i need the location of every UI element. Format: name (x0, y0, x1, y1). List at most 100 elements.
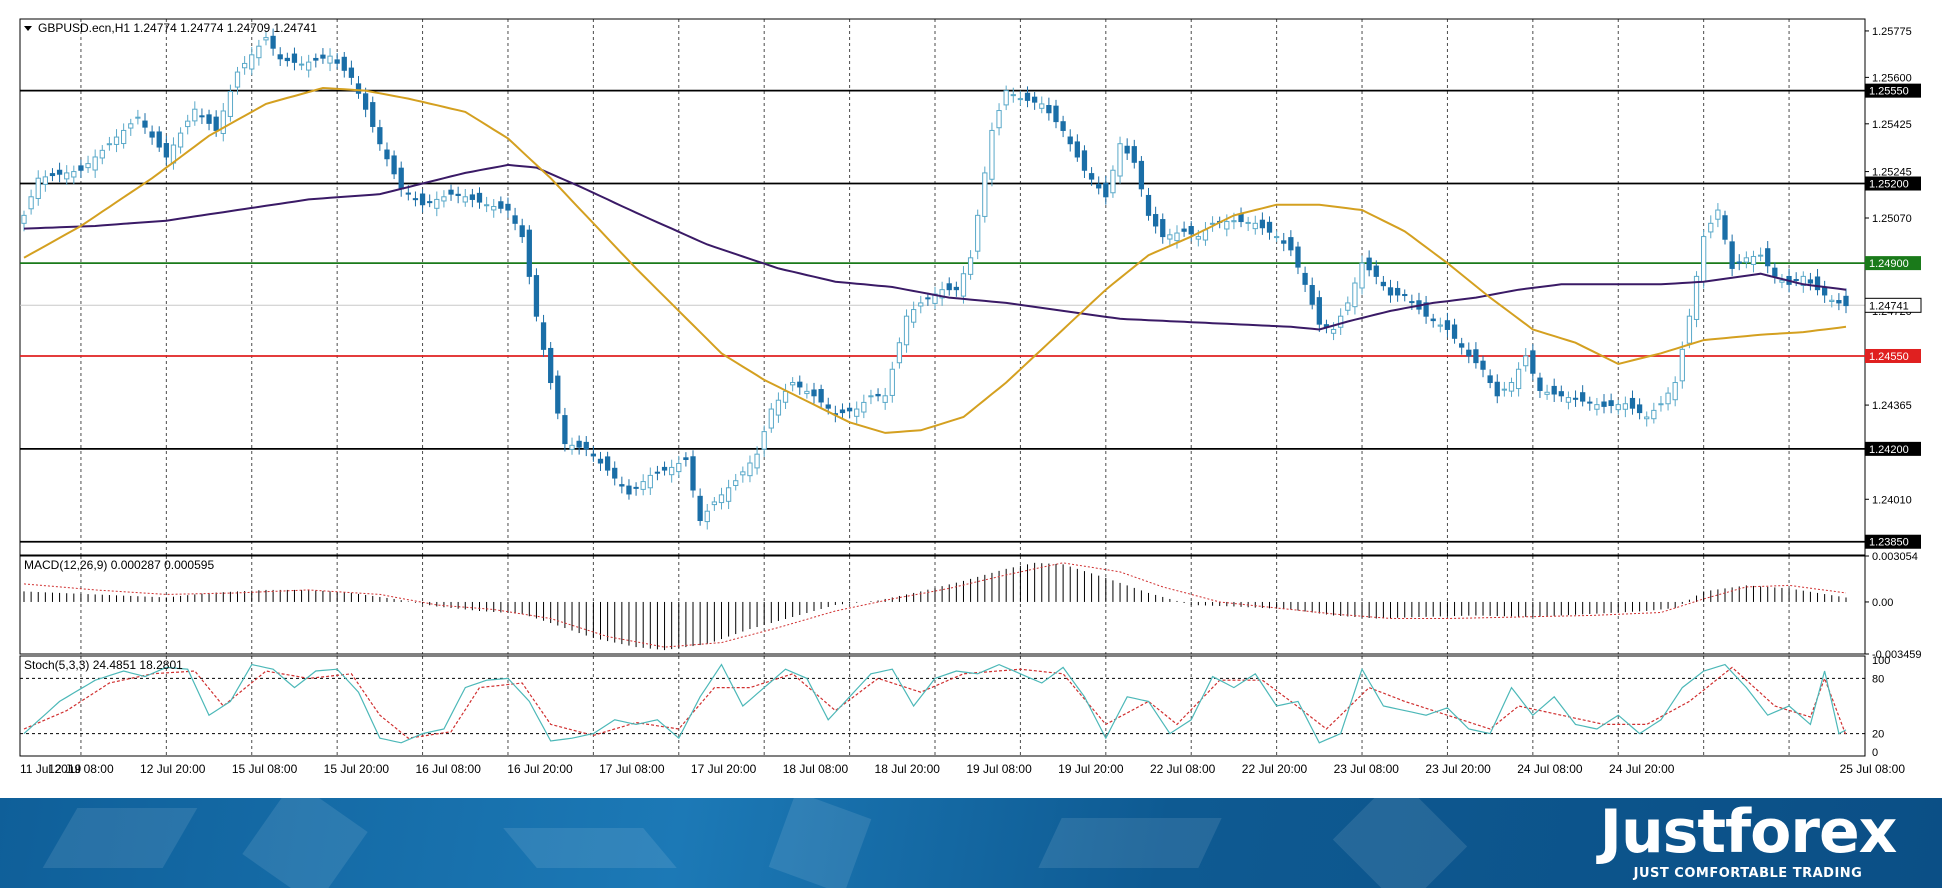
candle-body (1530, 350, 1536, 374)
candle-body (1017, 98, 1024, 101)
candle-body (1580, 392, 1586, 402)
candle-body (1779, 279, 1785, 283)
level-label: 1.25550 (1869, 86, 1909, 98)
candle-body (1658, 403, 1664, 406)
horizontal-levels (20, 89, 1865, 543)
candle-body (1252, 222, 1258, 230)
candle-body (1807, 279, 1814, 284)
stoch-main-line (23, 663, 1847, 744)
candle-body (1523, 355, 1529, 367)
candle-body (412, 198, 419, 201)
level-label: 1.24550 (1869, 351, 1909, 363)
candle-body (875, 393, 881, 397)
candle-body (1380, 281, 1387, 287)
candle-body (1508, 382, 1515, 392)
candle-body (263, 37, 269, 41)
stoch-axis-ticks: 100 80 20 0 (1872, 655, 1890, 759)
candle-body (391, 155, 397, 175)
candle-body (284, 57, 290, 62)
candle-body (1487, 375, 1493, 384)
candle-body (1772, 267, 1778, 277)
candle-body (1181, 228, 1187, 232)
time-axis-label: 15 Jul 08:00 (232, 762, 298, 776)
candle-body (1672, 382, 1678, 401)
candle-body (1224, 221, 1230, 230)
candle-body (861, 401, 867, 413)
candle-body (604, 456, 611, 471)
candle-body (690, 456, 696, 491)
candle-body (868, 395, 874, 398)
candle-body (313, 57, 319, 61)
candle-body (1188, 226, 1194, 235)
candle-body (1195, 236, 1201, 240)
candle-body (320, 54, 326, 59)
candle-body (306, 61, 312, 71)
candle-body (362, 93, 369, 110)
candle-body (676, 462, 682, 473)
stoch-signal-line (23, 666, 1847, 739)
candle-body (135, 116, 141, 119)
candle-body (590, 453, 597, 457)
candle-body (405, 192, 411, 195)
candle-body (469, 194, 476, 200)
candle-body (1537, 377, 1543, 391)
candle-body (825, 404, 831, 409)
candle-body (967, 257, 974, 275)
moving-average-fast-line (23, 86, 1847, 434)
candle-body (1152, 214, 1159, 227)
candle-body (1074, 141, 1080, 158)
candle-body (298, 63, 305, 66)
moving-average-slow-line (23, 163, 1847, 331)
candle-body (982, 172, 988, 217)
stoch-threshold-lines (20, 677, 1865, 735)
candle-body (1202, 229, 1209, 241)
candle-body (1394, 287, 1401, 296)
candle-body (747, 462, 753, 477)
candle-body (1124, 145, 1130, 154)
candle-body (427, 201, 433, 204)
candle-body (206, 114, 212, 124)
candle-body (1515, 368, 1522, 390)
candle-body (156, 131, 162, 148)
candle-body (782, 390, 789, 403)
level-label-box (1865, 176, 1921, 191)
indicator-dropdown-icon[interactable] (24, 26, 32, 31)
macd-tick-label: 0.00 (1872, 597, 1893, 609)
candle-body (256, 45, 262, 59)
candle-body (754, 453, 760, 469)
candle-body (1131, 146, 1137, 163)
candle-body (1281, 240, 1287, 244)
macd-axis-ticks: 0.003054 0.00 -0.003459 (1865, 551, 1922, 661)
candle-body (540, 322, 547, 350)
candle-body (1352, 282, 1358, 308)
candle-body (946, 283, 952, 291)
candle-body (327, 55, 333, 64)
time-axis-label: 17 Jul 08:00 (599, 762, 665, 776)
candle-body (441, 196, 447, 202)
time-axis-label: 23 Jul 20:00 (1425, 762, 1491, 776)
candle-body (448, 189, 454, 195)
macd-histogram (23, 562, 1847, 651)
candle-body (142, 120, 148, 128)
price-tick-label: 1.25425 (1872, 119, 1912, 131)
candle-body (704, 510, 710, 523)
candle-body (548, 347, 554, 384)
stoch-tick-label: 80 (1872, 673, 1884, 685)
time-axis-label: 23 Jul 08:00 (1334, 762, 1400, 776)
candle-body (626, 485, 632, 495)
candle-body (1822, 287, 1828, 296)
candle-body (740, 471, 746, 476)
candle-body (811, 389, 817, 397)
candle-body (1444, 320, 1451, 330)
candle-body (939, 289, 945, 299)
candle-body (1245, 221, 1251, 224)
time-axis-label: 12 Jul 20:00 (140, 762, 206, 776)
candle-body (903, 315, 910, 346)
candle-body (1701, 236, 1707, 283)
level-price-labels: 1.25550 1.25200 1.24900 1.24550 1.24200 1.238… (1864, 83, 1922, 549)
candle-body (1060, 121, 1066, 131)
macd-title: MACD(12,26,9) 0.000287 0.000595 (24, 558, 214, 572)
time-axis-label: 12 Jul 08:00 (48, 762, 114, 776)
candle-body (1829, 299, 1835, 302)
candle-body (1010, 94, 1016, 97)
